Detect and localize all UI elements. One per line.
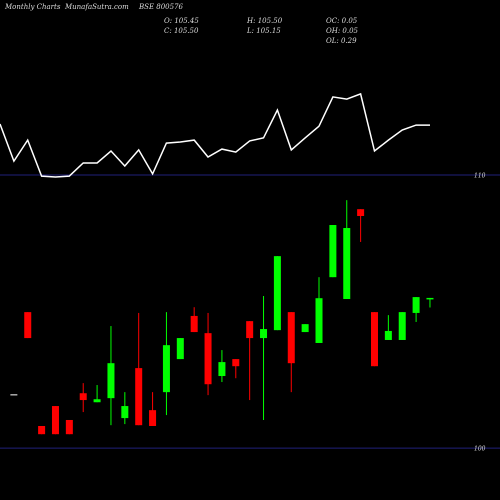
candle-body [357, 209, 365, 217]
candle-body [107, 363, 115, 399]
ohlc-label: OH: 0.05 [326, 27, 359, 35]
candle-body [190, 315, 198, 333]
y-tick-label: 110 [474, 173, 486, 180]
candle-body [24, 312, 32, 339]
candle-body [260, 329, 268, 339]
candle-body [412, 297, 420, 313]
candle-body [246, 321, 254, 339]
candle-body [315, 298, 323, 343]
y-tick-label: 100 [474, 446, 486, 453]
candle-body [301, 324, 309, 333]
candle-body [343, 228, 351, 300]
candle-body [149, 410, 157, 426]
candle-body [398, 312, 406, 340]
ohlc-label: C: 105.50 [164, 27, 199, 35]
candle-body [65, 419, 73, 435]
candle-body [93, 399, 101, 403]
ohlc-label: L: 105.15 [246, 27, 281, 35]
candle-body [273, 256, 281, 331]
candle-body [370, 312, 378, 367]
candle-body [10, 394, 18, 396]
candle-body [287, 312, 295, 364]
candle-body [329, 225, 337, 278]
candle-body [232, 359, 240, 367]
price-line [0, 92, 430, 178]
site-name: MunafaSutra.com [64, 3, 129, 11]
candle-body [204, 333, 212, 385]
candle-body [176, 338, 184, 360]
candle-body [51, 406, 59, 435]
candle-body [121, 406, 129, 419]
candle-body [218, 362, 226, 377]
ohlc-label: OC: 0.05 [326, 17, 358, 25]
chart-kind: Monthly Charts [4, 3, 61, 11]
candle-body [135, 368, 143, 426]
candle-body [79, 393, 87, 401]
candle-body [384, 330, 392, 340]
candle-body [38, 425, 46, 435]
ohlc-label: OL: 0.29 [326, 37, 357, 45]
candle-body [162, 345, 170, 393]
symbol: BSE 800576 [138, 3, 184, 11]
ohlc-label: H: 105.50 [246, 17, 283, 25]
ohlc-label: O: 105.45 [164, 17, 199, 25]
candle-body [426, 297, 434, 300]
